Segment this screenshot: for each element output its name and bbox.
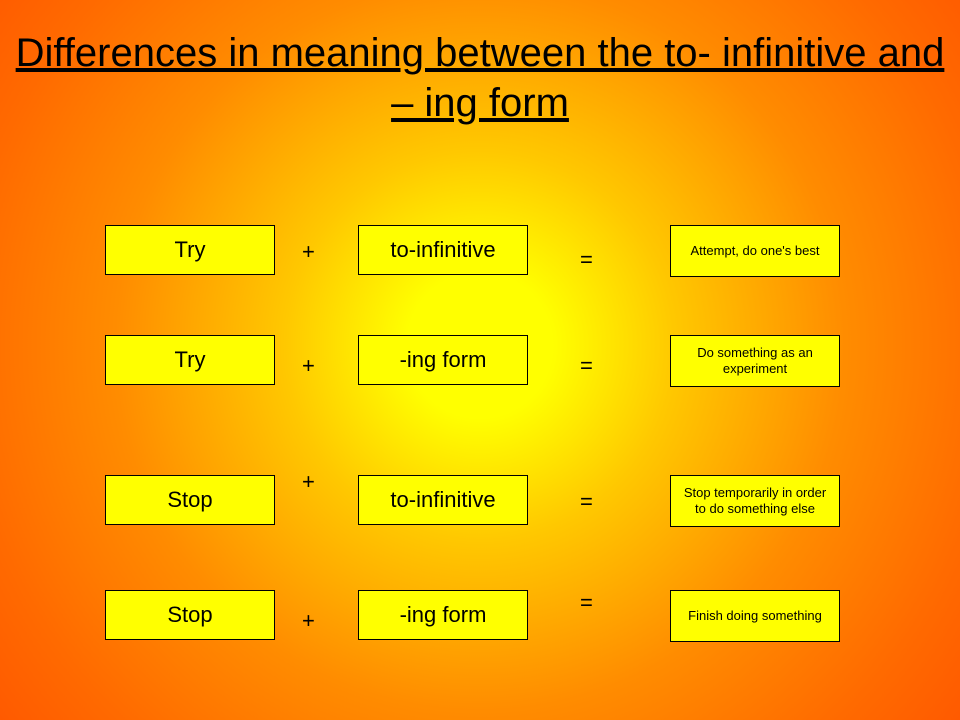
plus-operator: + [302,239,315,265]
grammar-row: Stop + -ing form = Finish doing somethin… [0,590,960,650]
form-box: -ing form [358,590,528,640]
verb-box: Stop [105,475,275,525]
slide-title: Differences in meaning between the to- i… [0,28,960,128]
result-box: Do something as an experiment [670,335,840,387]
grammar-row: Try + to-infinitive = Attempt, do one's … [0,225,960,285]
form-box: -ing form [358,335,528,385]
grammar-row: Try + -ing form = Do something as an exp… [0,335,960,395]
grammar-row: Stop + to-infinitive = Stop temporarily … [0,475,960,535]
equals-operator: = [580,489,593,515]
equals-operator: = [580,353,593,379]
form-box: to-infinitive [358,225,528,275]
verb-box: Try [105,225,275,275]
result-box: Finish doing something [670,590,840,642]
form-box: to-infinitive [358,475,528,525]
plus-operator: + [302,608,315,634]
plus-operator: + [302,469,315,495]
verb-box: Stop [105,590,275,640]
slide: Differences in meaning between the to- i… [0,0,960,720]
equals-operator: = [580,247,593,273]
plus-operator: + [302,353,315,379]
result-box: Attempt, do one's best [670,225,840,277]
equals-operator: = [580,590,593,616]
result-box: Stop temporarily in order to do somethin… [670,475,840,527]
verb-box: Try [105,335,275,385]
